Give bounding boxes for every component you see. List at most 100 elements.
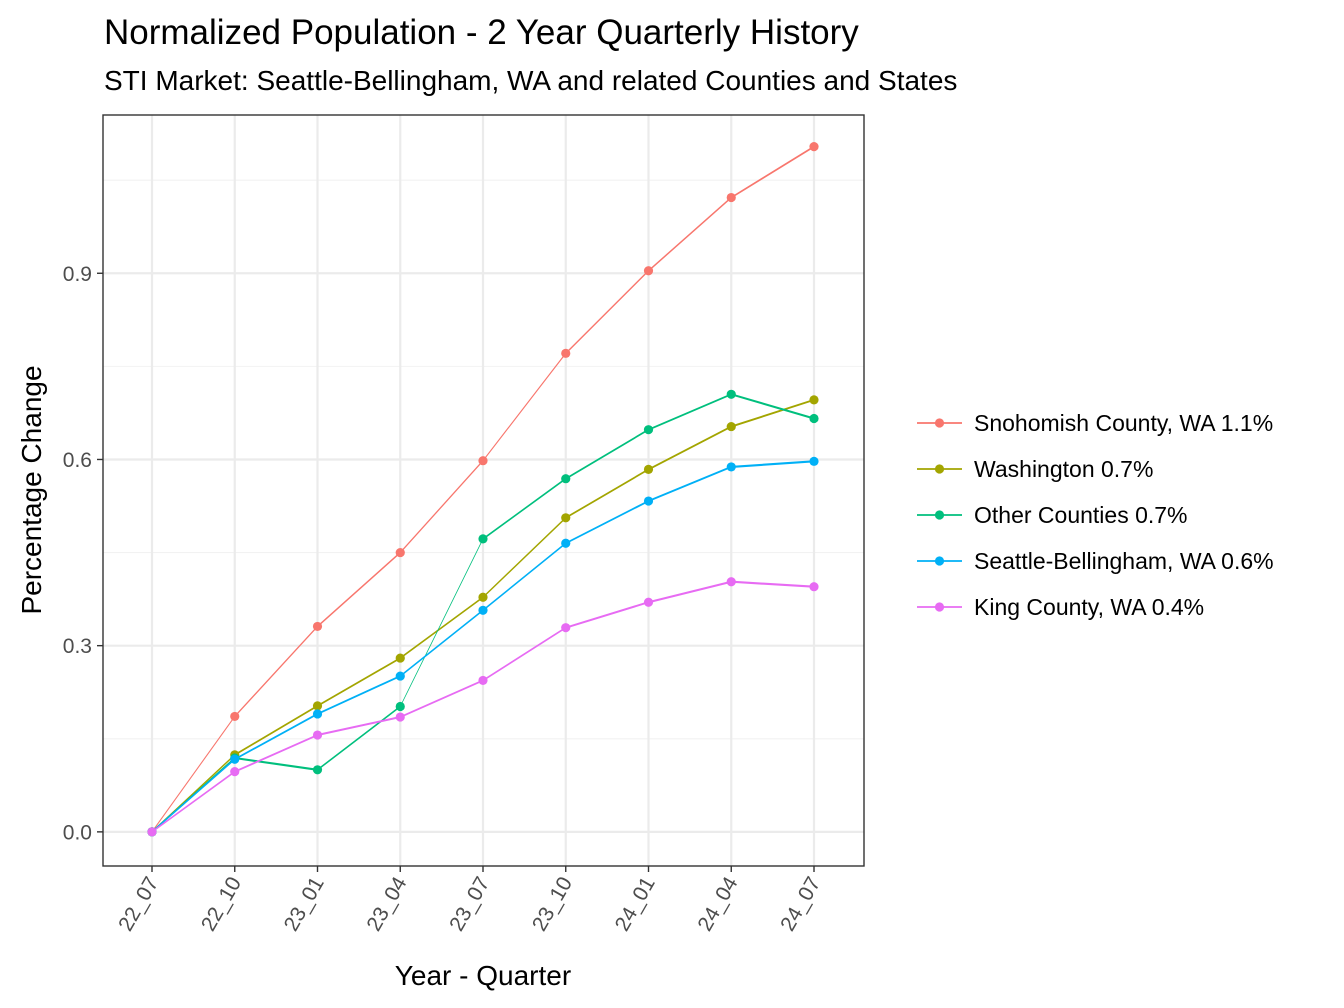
legend-label: Seattle-Bellingham, WA 0.6% (974, 548, 1274, 574)
series-line-segment (316, 675, 402, 715)
series-line-segment (482, 477, 567, 540)
data-point (478, 534, 488, 544)
data-point (395, 653, 405, 663)
series-line-segment (647, 425, 733, 471)
series-group (147, 456, 819, 837)
data-point (312, 709, 323, 719)
series-line-segment (399, 596, 484, 659)
y-tick-label: 0.3 (63, 635, 92, 658)
legend-key-point (934, 602, 945, 612)
legend: Snohomish County, WA 1.1% Washington 0.7%… (917, 410, 1274, 620)
data-point (312, 621, 323, 632)
series-line-segment (316, 716, 402, 737)
data-point (230, 767, 240, 777)
data-point (561, 538, 571, 548)
chart-subtitle: STI Market: Seattle-Bellingham, WA and r… (104, 65, 957, 96)
series-group (147, 395, 819, 837)
chart-title: Normalized Population - 2 Year Quarterly… (104, 13, 859, 52)
x-axis-title: Year - Quarter (395, 960, 571, 991)
data-point (147, 827, 157, 837)
data-point (478, 675, 488, 686)
data-point (643, 266, 654, 276)
legend-label: Other Counties 0.7% (974, 502, 1188, 528)
series-line-segment (730, 398, 815, 428)
series-group (147, 577, 819, 837)
data-point (726, 421, 736, 432)
y-tick-label: 0.0 (63, 821, 92, 844)
series-line-segment (647, 580, 733, 604)
legend-item: King County, WA 0.4% (917, 594, 1204, 620)
legend-item: Snohomish County, WA 1.1% (917, 410, 1273, 436)
series-line-segment (234, 625, 319, 718)
data-point (726, 389, 736, 399)
data-point (726, 192, 736, 203)
data-point (312, 701, 323, 711)
legend-item: Other Counties 0.7% (917, 502, 1188, 528)
y-axis: 0.0 0.3 0.6 0.9 (63, 263, 103, 844)
data-point (809, 142, 819, 152)
data-point (395, 671, 405, 681)
legend-label: Washington 0.7% (974, 456, 1153, 482)
data-point (230, 754, 240, 764)
series-line-segment (151, 715, 236, 833)
series-line-segment (647, 465, 733, 502)
y-tick-label: 0.9 (63, 263, 92, 286)
series-line-segment (564, 500, 650, 545)
series-group (147, 389, 819, 837)
data-point (643, 464, 654, 474)
data-point (643, 597, 654, 607)
legend-label: Snohomish County, WA 1.1% (974, 410, 1273, 436)
data-point (726, 577, 736, 587)
series-line-segment (565, 270, 650, 355)
series-line-segment (151, 758, 236, 833)
data-point (809, 395, 819, 405)
series-line-segment (233, 734, 319, 773)
series-line-segment (233, 705, 319, 756)
series-line-segment (730, 580, 816, 588)
series-line-segment (564, 601, 650, 629)
series-line-segment (647, 393, 733, 431)
data-point (478, 592, 488, 602)
series-line-segment (482, 517, 567, 598)
series-line-segment (730, 460, 816, 468)
data-point (809, 413, 819, 424)
series-line-segment (399, 460, 484, 554)
legend-key-point (934, 556, 945, 566)
series-line-segment (233, 756, 319, 771)
series-line-segment (399, 609, 484, 677)
y-tick-label: 0.6 (63, 449, 92, 472)
legend-key-point (934, 510, 945, 520)
data-point (478, 605, 488, 615)
series-group (147, 142, 819, 837)
series-line-segment (316, 705, 402, 771)
data-point (809, 456, 819, 466)
series-line-segment (482, 626, 567, 682)
legend-item: Washington 0.7% (917, 456, 1153, 482)
data-point (561, 623, 571, 633)
legend-key-point (934, 464, 945, 474)
data-point (395, 712, 405, 722)
series-line-segment (151, 770, 236, 833)
series-line-segment (564, 428, 650, 480)
data-point (230, 711, 240, 722)
plot-panel (102, 114, 865, 867)
series-line-segment (399, 679, 484, 718)
data-point (643, 496, 654, 506)
legend-item: Seattle-Bellingham, WA 0.6% (917, 548, 1274, 574)
series-line-segment (730, 145, 815, 199)
data-point (312, 730, 323, 740)
legend-label: King County, WA 0.4% (974, 594, 1204, 620)
data-point (561, 348, 571, 358)
data-point (561, 474, 571, 484)
data-point (312, 765, 323, 775)
data-point (809, 582, 819, 592)
data-point (561, 513, 571, 523)
series-line-segment (316, 551, 401, 628)
series-line-segment (730, 393, 815, 420)
series-line-segment (233, 713, 319, 761)
data-point (395, 547, 405, 558)
series-line-segment (564, 468, 650, 519)
series-layer (147, 142, 819, 837)
series-line-segment (482, 542, 567, 612)
